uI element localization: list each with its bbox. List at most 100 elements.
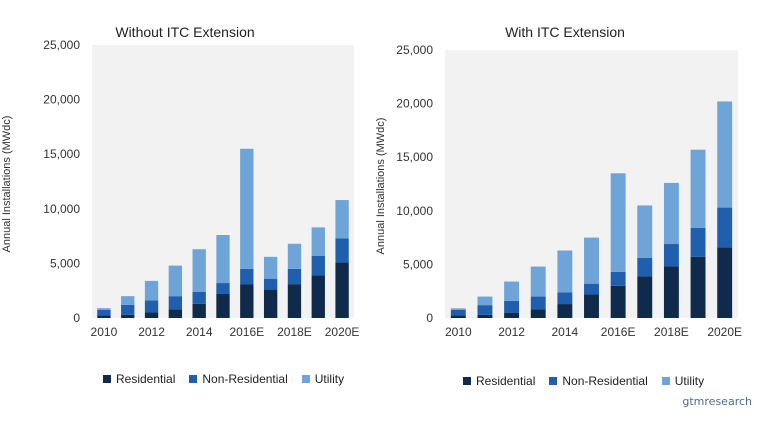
chart-with-itc: With ITC Extension Annual Installations … — [375, 0, 755, 400]
bar-utility-2015 — [584, 237, 599, 284]
bar-residential-2019E — [311, 275, 325, 318]
x-tick-label: 2018E — [277, 325, 312, 339]
y-tick-label: 15,000 — [396, 150, 433, 164]
bar-residential-2016E — [240, 284, 254, 318]
x-tick-label: 2018E — [654, 325, 689, 339]
bar-utility-2018E — [663, 182, 679, 245]
bar-non-residential-2016E — [610, 271, 626, 286]
bar-residential-2019E — [690, 256, 706, 318]
y-tick-label: 15,000 — [43, 147, 80, 161]
bar-residential-2015 — [584, 294, 599, 318]
bar-residential-2020E — [335, 262, 349, 318]
x-tick-label: 2016E — [601, 325, 636, 339]
bar-non-residential-2014 — [192, 291, 206, 304]
x-tick-label: 2014 — [552, 325, 579, 339]
bar-residential-2010 — [450, 315, 466, 318]
bar-utility-2011 — [121, 296, 135, 305]
bar-non-residential-2012 — [144, 300, 159, 313]
legend-swatch-utility — [661, 377, 670, 385]
x-tick-label: 2020E — [325, 325, 360, 339]
bar-non-residential-2015 — [584, 283, 599, 295]
bar-residential-2012 — [144, 312, 159, 318]
x-tick-label: 2016E — [229, 325, 264, 339]
y-tick-label: 0 — [73, 311, 80, 325]
legend-item-utility: Utility — [661, 374, 704, 388]
bar-residential-2010 — [97, 315, 111, 318]
bar-non-residential-2014 — [557, 292, 573, 305]
x-tick-label: 2010 — [91, 325, 118, 339]
bar-residential-2017E — [637, 276, 653, 318]
chart-without-itc: Without ITC Extension Annual Installatio… — [0, 0, 370, 400]
bar-utility-2012 — [144, 280, 159, 301]
legend-item-non-residential: Non-Residential — [549, 374, 648, 388]
bar-residential-2013 — [530, 309, 546, 318]
legend-label: Non-Residential — [202, 372, 288, 386]
chart-title: Without ITC Extension — [115, 24, 255, 40]
legend-label: Residential — [116, 372, 176, 386]
bar-residential-2015 — [216, 293, 230, 318]
chart-title: With ITC Extension — [505, 24, 625, 40]
bar-non-residential-2013 — [168, 296, 183, 310]
bar-utility-2012 — [504, 281, 520, 301]
bar-utility-2016E — [240, 148, 254, 269]
bar-non-residential-2010 — [97, 309, 111, 316]
bar-utility-2018E — [287, 243, 302, 269]
bar-utility-2016E — [610, 173, 626, 272]
x-tick-label: 2014 — [186, 325, 213, 339]
y-tick-label: 25,000 — [43, 38, 80, 52]
bar-non-residential-2016E — [240, 268, 254, 285]
y-tick-label: 10,000 — [396, 204, 433, 218]
bar-residential-2014 — [192, 303, 206, 318]
bar-utility-2020E — [335, 200, 349, 239]
chart-plot: 0 5,000 10,000 15,000 20,000 25,000 2010 2012 20… — [43, 38, 360, 339]
bar-residential-2012 — [504, 312, 520, 318]
bar-residential-2011 — [121, 314, 135, 318]
legend: Residential Non-Residential Utility — [463, 374, 704, 388]
bar-utility-2020E — [717, 101, 733, 208]
legend-item-residential: Residential — [463, 374, 535, 388]
x-tick-label: 2010 — [445, 325, 472, 339]
bar-utility-2017E — [637, 205, 653, 258]
bar-utility-2010 — [450, 308, 466, 310]
bar-residential-2018E — [663, 266, 679, 318]
bar-non-residential-2020E — [335, 238, 349, 263]
y-tick-label: 25,000 — [396, 43, 433, 57]
bar-utility-2014 — [192, 249, 206, 292]
legend: Residential Non-Residential Utility — [103, 372, 344, 386]
bar-residential-2011 — [477, 314, 493, 318]
bar-non-residential-2020E — [717, 207, 733, 248]
bar-non-residential-2018E — [663, 244, 679, 267]
legend-swatch-residential — [463, 377, 471, 385]
bar-residential-2020E — [717, 247, 733, 318]
bar-non-residential-2017E — [263, 278, 278, 290]
brand-logo: gtmresearch — [682, 395, 752, 408]
bar-utility-2014 — [557, 250, 573, 293]
bar-utility-2019E — [311, 227, 325, 256]
bar-residential-2018E — [287, 284, 302, 318]
bar-non-residential-2019E — [690, 227, 706, 257]
legend-label: Utility — [314, 372, 345, 386]
legend-swatch-utility — [301, 375, 310, 383]
y-tick-label: 20,000 — [396, 97, 433, 111]
x-tick-label: 2012 — [498, 325, 525, 339]
bar-utility-2013 — [530, 266, 546, 297]
legend-item-non-residential: Non-Residential — [189, 372, 288, 386]
bar-residential-2017E — [263, 289, 278, 318]
legend-swatch-non-residential — [189, 375, 198, 383]
bar-non-residential-2010 — [450, 309, 466, 316]
bar-non-residential-2011 — [477, 305, 493, 315]
bar-non-residential-2011 — [121, 304, 135, 315]
legend-label: Residential — [476, 374, 536, 388]
bar-utility-2019E — [690, 149, 706, 228]
bar-residential-2013 — [168, 309, 183, 318]
bar-utility-2017E — [263, 256, 278, 279]
bar-non-residential-2013 — [530, 296, 546, 310]
bar-non-residential-2018E — [287, 268, 302, 285]
bar-utility-2015 — [216, 235, 230, 284]
x-tick-label: 2012 — [138, 325, 165, 339]
bar-non-residential-2017E — [637, 257, 653, 277]
chart-plot: 0 5,000 10,000 15,000 20,000 25,000 2010 2012 20… — [396, 43, 742, 339]
y-tick-label: 5,000 — [50, 256, 80, 270]
bar-residential-2016E — [610, 285, 626, 318]
bar-residential-2014 — [557, 304, 573, 318]
